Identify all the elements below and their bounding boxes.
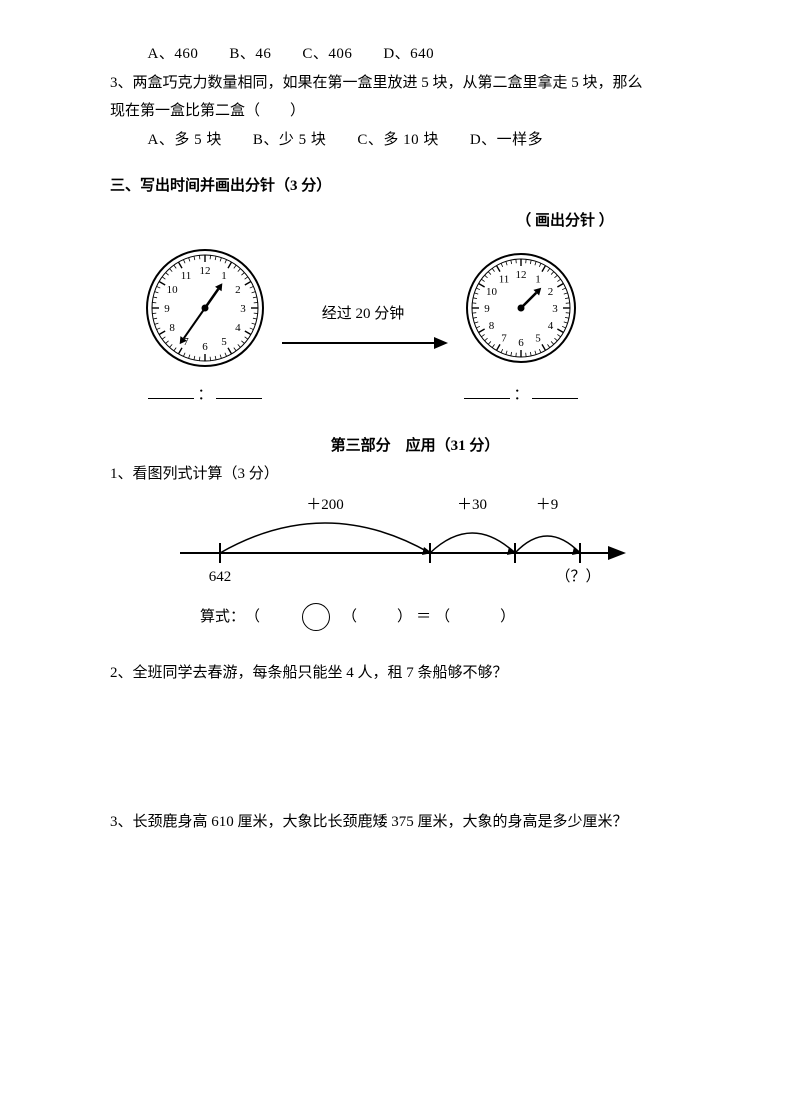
svg-text:12: 12: [516, 269, 527, 281]
svg-text:5: 5: [221, 336, 227, 348]
operator-circle-icon[interactable]: [302, 603, 330, 631]
svg-text:10: 10: [167, 284, 179, 296]
q3-line1: 3、两盒巧克力数量相同，如果在第一盒里放进 5 块，从第二盒里拿走 5 块，那么: [110, 69, 720, 98]
equation-line[interactable]: 算式： （ （ ） ＝ （ ）: [200, 603, 720, 632]
svg-text:3: 3: [240, 303, 246, 315]
svg-text:642: 642: [209, 569, 232, 585]
colon: ：: [197, 387, 212, 403]
draw-minute-label: （ 画出分针 ）: [410, 207, 720, 236]
svg-text:9: 9: [164, 303, 170, 315]
svg-text:4: 4: [548, 320, 554, 332]
clock1-svg: 121234567891011: [140, 243, 270, 373]
q3-line2: 现在第一盒比第二盒（ ）: [110, 97, 720, 126]
svg-text:1: 1: [221, 270, 227, 282]
svg-text:9: 9: [484, 303, 490, 315]
svg-text:2: 2: [548, 286, 554, 298]
svg-text:5: 5: [535, 332, 541, 344]
eq-label: 算式：: [200, 603, 245, 632]
arrow-icon: [278, 333, 448, 353]
svg-text:6: 6: [518, 337, 524, 349]
svg-text:1: 1: [535, 274, 541, 286]
lp3: （: [435, 603, 450, 632]
number-line-svg: ＋200 ＋30 ＋9 642 （？）: [170, 495, 630, 585]
svg-text:＋9: ＋9: [536, 497, 559, 513]
number-line: ＋200 ＋30 ＋9 642 （？）: [170, 495, 720, 585]
svg-text:4: 4: [235, 322, 241, 334]
svg-text:＋200: ＋200: [306, 497, 344, 513]
clock1-time-blank[interactable]: ：: [148, 381, 263, 410]
elapsed-label: 经过 20 分钟: [322, 300, 405, 329]
rp2: ）: [500, 603, 515, 632]
p1-text: 1、看图列式计算（3 分）: [110, 460, 720, 489]
eqsign: ＝: [416, 603, 431, 632]
section3-title: 三、写出时间并画出分针（3 分）: [110, 172, 720, 201]
svg-text:2: 2: [235, 284, 241, 296]
arrow-block: 经过 20 分钟: [278, 300, 448, 353]
p2-text: 2、全班同学去春游，每条船只能坐 4 人，租 7 条船够不够？: [110, 659, 720, 688]
colon2: ：: [513, 387, 528, 403]
svg-text:8: 8: [169, 322, 175, 334]
clock1-wrap: 121234567891011 ：: [140, 243, 270, 410]
svg-text:7: 7: [501, 332, 507, 344]
svg-text:3: 3: [552, 303, 558, 315]
clock2-time-blank[interactable]: ：: [464, 381, 579, 410]
clock-row: 121234567891011 ： 经过 20 分钟 1212345678910…: [140, 243, 720, 410]
svg-text:10: 10: [486, 286, 498, 298]
q2-choices: A、460 B、46 C、406 D、640: [110, 40, 720, 69]
svg-text:6: 6: [202, 341, 208, 353]
p3-text: 3、长颈鹿身高 610 厘米，大象比长颈鹿矮 375 厘米，大象的身高是多少厘米…: [110, 808, 720, 837]
rp1: ）: [397, 603, 412, 632]
clock2-wrap: 12 12 3 45678 9 1011 ：: [456, 243, 586, 410]
svg-text:12: 12: [200, 265, 211, 277]
lp1: （: [245, 603, 260, 632]
svg-text:（？）: （？）: [555, 568, 600, 585]
clock2-svg: 12 12 3 45678 9 1011: [456, 243, 586, 373]
part3-title: 第三部分 应用（31 分）: [110, 432, 720, 461]
svg-text:8: 8: [489, 320, 495, 332]
svg-text:11: 11: [499, 274, 510, 286]
svg-text:11: 11: [181, 270, 192, 282]
q3-choices: A、多 5 块 B、少 5 块 C、多 10 块 D、一样多: [110, 126, 720, 155]
svg-text:＋30: ＋30: [457, 497, 487, 513]
lp2: （: [342, 603, 357, 632]
